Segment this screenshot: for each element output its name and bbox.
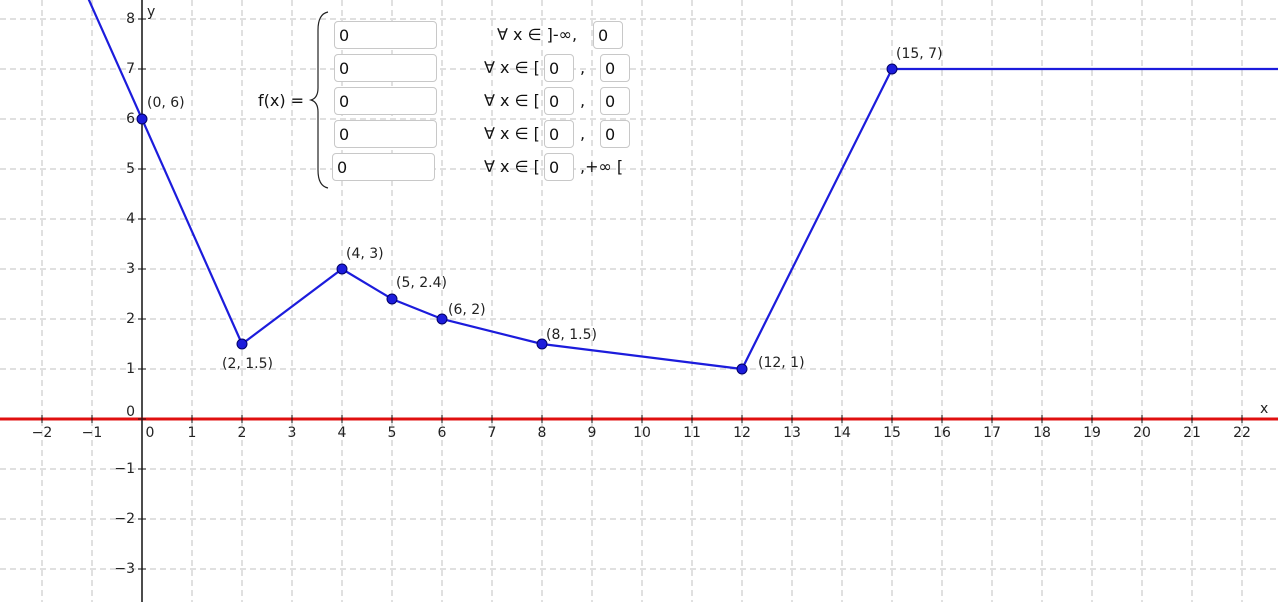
function-label: f(x) = bbox=[258, 91, 305, 110]
y-tick-label: 1 bbox=[126, 361, 135, 377]
brace bbox=[308, 11, 329, 189]
separator-text: , bbox=[580, 91, 586, 110]
x-tick-label: 7 bbox=[488, 425, 497, 441]
x-tick-label: 2 bbox=[238, 425, 247, 441]
y-tick-label: 6 bbox=[126, 111, 135, 127]
point bbox=[536, 338, 548, 350]
y-tick-label: −3 bbox=[114, 561, 135, 577]
upper-bound-input[interactable]: 0 bbox=[600, 120, 630, 148]
y-tick-label: 2 bbox=[126, 311, 135, 327]
point-label: (2, 1.5) bbox=[222, 356, 273, 372]
point bbox=[136, 113, 148, 125]
upper-bound-input[interactable]: 0 bbox=[600, 87, 630, 115]
expression-input[interactable]: 0 bbox=[334, 54, 437, 82]
lower-bound-input[interactable]: 0 bbox=[544, 153, 574, 181]
expression-input[interactable]: 0 bbox=[334, 87, 437, 115]
point-label: (5, 2.4) bbox=[396, 275, 447, 291]
x-tick-label: 11 bbox=[683, 425, 701, 441]
point-label: (4, 3) bbox=[346, 246, 384, 262]
y-tick-label: 8 bbox=[126, 11, 135, 27]
condition-text: ∀ x ∈ [ bbox=[484, 124, 540, 143]
x-tick-label: 12 bbox=[733, 425, 751, 441]
upper-bound-input[interactable]: 0 bbox=[600, 54, 630, 82]
y-tick-label: 7 bbox=[126, 61, 135, 77]
x-tick-label: 13 bbox=[783, 425, 801, 441]
x-tick-label: 10 bbox=[633, 425, 651, 441]
x-tick-label: 16 bbox=[933, 425, 951, 441]
x-tick-label: 6 bbox=[438, 425, 447, 441]
y-tick-label: −1 bbox=[114, 461, 135, 477]
expression-input[interactable]: 0 bbox=[334, 21, 437, 49]
lower-bound-input[interactable]: 0 bbox=[544, 120, 574, 148]
x-tick-label: 18 bbox=[1033, 425, 1051, 441]
x-tick-label: 19 bbox=[1083, 425, 1101, 441]
x-tick-label: −2 bbox=[32, 425, 53, 441]
point bbox=[886, 63, 898, 75]
x-tick-label: 14 bbox=[833, 425, 851, 441]
separator-text: , bbox=[580, 58, 586, 77]
x-tick-label: 5 bbox=[388, 425, 397, 441]
expression-input[interactable]: 0 bbox=[334, 120, 437, 148]
y-tick-label: 5 bbox=[126, 161, 135, 177]
point-label: (0, 6) bbox=[147, 95, 185, 111]
y-axis-label: y bbox=[147, 4, 155, 20]
point bbox=[236, 338, 248, 350]
y-tick-label: 4 bbox=[126, 211, 135, 227]
point bbox=[386, 293, 398, 305]
x-tick-label: 3 bbox=[288, 425, 297, 441]
point-label: (8, 1.5) bbox=[546, 327, 597, 343]
x-tick-label: 21 bbox=[1183, 425, 1201, 441]
y-tick-label: −2 bbox=[114, 511, 135, 527]
x-tick-label: 8 bbox=[538, 425, 547, 441]
x-tick-label: 22 bbox=[1233, 425, 1251, 441]
separator-text: ,+∞ [ bbox=[580, 157, 624, 176]
x-tick-label: 9 bbox=[588, 425, 597, 441]
y-tick-label: 0 bbox=[126, 404, 135, 420]
x-tick-label: 1 bbox=[188, 425, 197, 441]
point bbox=[436, 313, 448, 325]
point bbox=[736, 363, 748, 375]
x-tick-label: 20 bbox=[1133, 425, 1151, 441]
lower-bound-input[interactable]: 0 bbox=[544, 87, 574, 115]
y-tick-label: 3 bbox=[126, 261, 135, 277]
function-graph bbox=[87, 0, 1278, 371]
x-tick-label: −1 bbox=[82, 425, 103, 441]
x-tick-label: 4 bbox=[338, 425, 347, 441]
x-axis-label: x bbox=[1260, 401, 1268, 417]
separator-text: , bbox=[580, 124, 586, 143]
condition-text: ∀ x ∈ ]-∞, bbox=[497, 25, 578, 44]
point-label: (15, 7) bbox=[896, 46, 943, 62]
x-tick-label: 17 bbox=[983, 425, 1001, 441]
condition-text: ∀ x ∈ [ bbox=[484, 91, 540, 110]
point bbox=[336, 263, 348, 275]
point-label: (6, 2) bbox=[448, 302, 486, 318]
point-label: (12, 1) bbox=[758, 355, 805, 371]
condition-text: ∀ x ∈ [ bbox=[484, 58, 540, 77]
upper-bound-input[interactable]: 0 bbox=[593, 21, 623, 49]
expression-input[interactable]: 0 bbox=[332, 153, 435, 181]
condition-text: ∀ x ∈ [ bbox=[484, 157, 540, 176]
lower-bound-input[interactable]: 0 bbox=[544, 54, 574, 82]
x-tick-label: 15 bbox=[883, 425, 901, 441]
x-tick-label: 0 bbox=[146, 425, 155, 441]
